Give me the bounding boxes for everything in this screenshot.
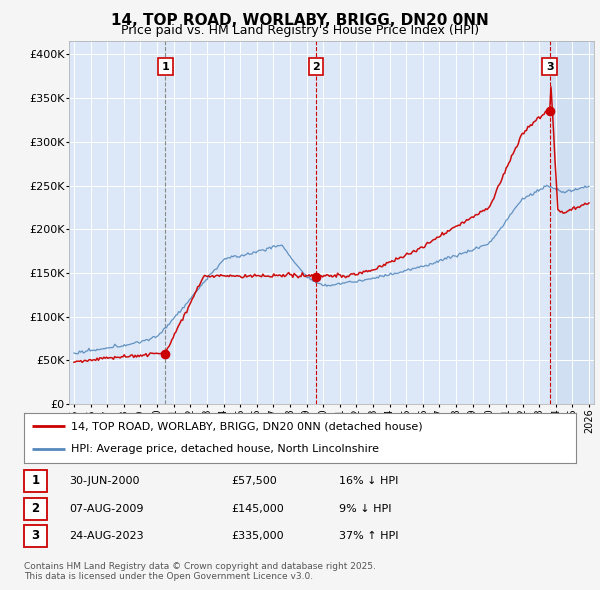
Text: 2: 2	[313, 62, 320, 72]
Text: 07-AUG-2009: 07-AUG-2009	[69, 504, 143, 513]
Bar	[550, 41, 594, 404]
Text: 37% ↑ HPI: 37% ↑ HPI	[339, 531, 398, 540]
Text: £145,000: £145,000	[231, 504, 284, 513]
Text: 3: 3	[31, 529, 40, 542]
Text: 9% ↓ HPI: 9% ↓ HPI	[339, 504, 391, 513]
Text: 3: 3	[546, 62, 553, 72]
Text: Price paid vs. HM Land Registry's House Price Index (HPI): Price paid vs. HM Land Registry's House …	[121, 24, 479, 37]
Text: £57,500: £57,500	[231, 476, 277, 486]
Text: 1: 1	[31, 474, 40, 487]
Text: 2: 2	[31, 502, 40, 515]
Text: 24-AUG-2023: 24-AUG-2023	[69, 531, 143, 540]
Text: Contains HM Land Registry data © Crown copyright and database right 2025.
This d: Contains HM Land Registry data © Crown c…	[24, 562, 376, 581]
Text: 14, TOP ROAD, WORLABY, BRIGG, DN20 0NN (detached house): 14, TOP ROAD, WORLABY, BRIGG, DN20 0NN (…	[71, 421, 422, 431]
Text: £335,000: £335,000	[231, 531, 284, 540]
Text: 14, TOP ROAD, WORLABY, BRIGG, DN20 0NN: 14, TOP ROAD, WORLABY, BRIGG, DN20 0NN	[111, 13, 489, 28]
Text: 1: 1	[161, 62, 169, 72]
Text: 16% ↓ HPI: 16% ↓ HPI	[339, 476, 398, 486]
Text: 30-JUN-2000: 30-JUN-2000	[69, 476, 139, 486]
Text: HPI: Average price, detached house, North Lincolnshire: HPI: Average price, detached house, Nort…	[71, 444, 379, 454]
